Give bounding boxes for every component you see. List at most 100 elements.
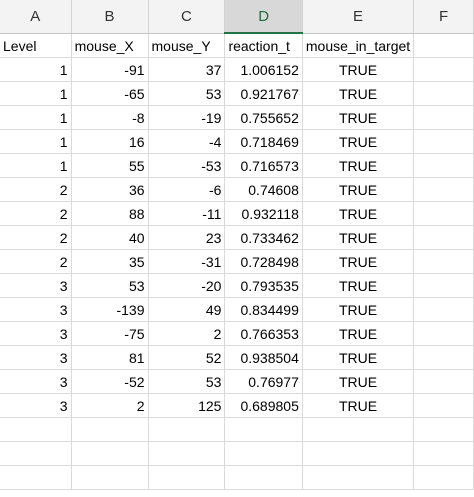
cell-empty[interactable] (148, 441, 226, 466)
cell-mouse-x[interactable]: 40 (71, 225, 149, 250)
cell-reaction-t[interactable]: 1.006152 (224, 57, 303, 82)
cell-header-mouse-x[interactable]: mouse_X (71, 33, 149, 58)
cell-reaction-t[interactable]: 0.728498 (224, 249, 303, 274)
cell-level[interactable]: 1 (0, 129, 72, 154)
cell-empty[interactable] (413, 297, 474, 322)
cell-empty[interactable] (224, 465, 303, 490)
column-header-f[interactable]: F (413, 0, 474, 34)
cell-level[interactable]: 1 (0, 57, 72, 82)
cell-mouse-in-target[interactable]: TRUE (302, 201, 415, 226)
cell-reaction-t[interactable]: 0.921767 (224, 81, 303, 106)
cell-empty[interactable] (0, 441, 72, 466)
cell-mouse-in-target[interactable]: TRUE (302, 57, 415, 82)
cell-empty[interactable] (302, 441, 415, 466)
cell-mouse-in-target[interactable]: TRUE (302, 249, 415, 274)
cell-header-mouse-in-target[interactable]: mouse_in_target (302, 33, 415, 58)
cell-empty[interactable] (413, 465, 474, 490)
cell-empty[interactable] (148, 465, 226, 490)
cell-mouse-in-target[interactable]: TRUE (302, 81, 415, 106)
cell-mouse-y[interactable]: -20 (148, 273, 226, 298)
cell-mouse-in-target[interactable]: TRUE (302, 369, 415, 394)
cell-empty[interactable] (413, 57, 474, 82)
cell-mouse-y[interactable]: 37 (148, 57, 226, 82)
cell-empty[interactable] (413, 417, 474, 442)
cell-reaction-t[interactable]: 0.932118 (224, 201, 303, 226)
cell-mouse-x[interactable]: 35 (71, 249, 149, 274)
cell-mouse-y[interactable]: 53 (148, 369, 226, 394)
cell-level[interactable]: 1 (0, 81, 72, 106)
column-header-b[interactable]: B (71, 0, 149, 34)
cell-empty[interactable] (413, 81, 474, 106)
cell-empty[interactable] (413, 393, 474, 418)
cell-empty[interactable] (413, 441, 474, 466)
cell-mouse-x[interactable]: 81 (71, 345, 149, 370)
cell-empty[interactable] (224, 417, 303, 442)
cell-mouse-x[interactable]: -8 (71, 105, 149, 130)
cell-level[interactable]: 1 (0, 105, 72, 130)
cell-reaction-t[interactable]: 0.793535 (224, 273, 303, 298)
cell-empty[interactable] (71, 465, 149, 490)
cell-empty[interactable] (413, 201, 474, 226)
cell-empty[interactable] (0, 417, 72, 442)
cell-mouse-in-target[interactable]: TRUE (302, 297, 415, 322)
cell-level[interactable]: 3 (0, 345, 72, 370)
cell-mouse-y[interactable]: 125 (148, 393, 226, 418)
cell-level[interactable]: 3 (0, 369, 72, 394)
cell-reaction-t[interactable]: 0.834499 (224, 297, 303, 322)
cell-mouse-y[interactable]: -19 (148, 105, 226, 130)
cell-level[interactable]: 2 (0, 177, 72, 202)
cell-reaction-t[interactable]: 0.938504 (224, 345, 303, 370)
cell-mouse-in-target[interactable]: TRUE (302, 225, 415, 250)
cell-mouse-in-target[interactable]: TRUE (302, 393, 415, 418)
cell-mouse-y[interactable]: 53 (148, 81, 226, 106)
cell-empty[interactable] (413, 129, 474, 154)
cell-mouse-in-target[interactable]: TRUE (302, 177, 415, 202)
cell-mouse-y[interactable]: 49 (148, 297, 226, 322)
cell-empty[interactable] (413, 249, 474, 274)
cell-mouse-y[interactable]: -4 (148, 129, 226, 154)
cell-header-level[interactable]: Level (0, 33, 72, 58)
cell-reaction-t[interactable]: 0.74608 (224, 177, 303, 202)
cell-mouse-in-target[interactable]: TRUE (302, 345, 415, 370)
cell-mouse-x[interactable]: 55 (71, 153, 149, 178)
column-header-a[interactable]: A (0, 0, 72, 34)
column-header-c[interactable]: C (148, 0, 226, 34)
cell-empty[interactable] (413, 345, 474, 370)
cell-mouse-in-target[interactable]: TRUE (302, 153, 415, 178)
cell-level[interactable]: 2 (0, 225, 72, 250)
cell-level[interactable]: 2 (0, 201, 72, 226)
cell-header-reaction-t[interactable]: reaction_t (224, 33, 303, 58)
cell-empty[interactable] (413, 321, 474, 346)
cell-empty[interactable] (0, 465, 72, 490)
cell-empty[interactable] (413, 225, 474, 250)
cell-mouse-x[interactable]: -139 (71, 297, 149, 322)
cell-empty[interactable] (302, 465, 415, 490)
cell-mouse-y[interactable]: 23 (148, 225, 226, 250)
cell-mouse-y[interactable]: -53 (148, 153, 226, 178)
cell-mouse-y[interactable]: -31 (148, 249, 226, 274)
cell-mouse-x[interactable]: 16 (71, 129, 149, 154)
cell-header-empty[interactable] (413, 33, 474, 58)
cell-mouse-x[interactable]: 88 (71, 201, 149, 226)
cell-empty[interactable] (224, 441, 303, 466)
cell-empty[interactable] (413, 153, 474, 178)
cell-reaction-t[interactable]: 0.718469 (224, 129, 303, 154)
column-header-d[interactable]: D (224, 0, 303, 34)
cell-level[interactable]: 3 (0, 273, 72, 298)
cell-mouse-x[interactable]: -52 (71, 369, 149, 394)
cell-empty[interactable] (413, 369, 474, 394)
cell-empty[interactable] (413, 273, 474, 298)
cell-level[interactable]: 3 (0, 393, 72, 418)
cell-mouse-y[interactable]: -6 (148, 177, 226, 202)
cell-mouse-x[interactable]: -75 (71, 321, 149, 346)
cell-level[interactable]: 2 (0, 249, 72, 274)
cell-mouse-in-target[interactable]: TRUE (302, 105, 415, 130)
cell-reaction-t[interactable]: 0.76977 (224, 369, 303, 394)
cell-mouse-x[interactable]: 36 (71, 177, 149, 202)
cell-empty[interactable] (302, 417, 415, 442)
cell-empty[interactable] (413, 177, 474, 202)
cell-mouse-x[interactable]: 53 (71, 273, 149, 298)
cell-mouse-in-target[interactable]: TRUE (302, 321, 415, 346)
cell-level[interactable]: 1 (0, 153, 72, 178)
cell-reaction-t[interactable]: 0.689805 (224, 393, 303, 418)
